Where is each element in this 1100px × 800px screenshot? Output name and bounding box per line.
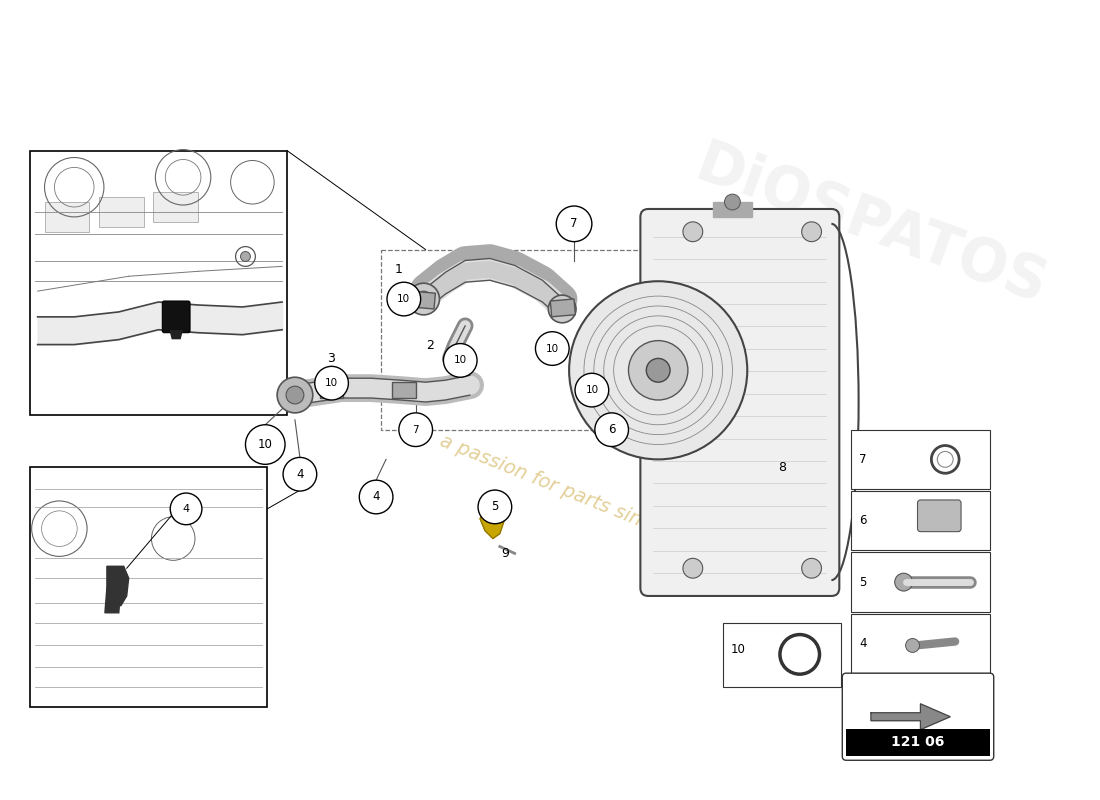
- Text: a passion for parts since 1985: a passion for parts since 1985: [437, 431, 717, 559]
- Polygon shape: [153, 192, 198, 222]
- Polygon shape: [107, 566, 129, 606]
- Circle shape: [894, 574, 913, 591]
- Circle shape: [595, 413, 628, 446]
- Text: 2: 2: [427, 339, 434, 352]
- Polygon shape: [871, 704, 950, 730]
- FancyBboxPatch shape: [163, 301, 190, 333]
- Circle shape: [408, 283, 440, 315]
- Text: 10: 10: [453, 355, 466, 366]
- Text: 7: 7: [570, 218, 578, 230]
- Polygon shape: [480, 504, 505, 538]
- Bar: [320, 382, 343, 398]
- Circle shape: [416, 291, 431, 307]
- Bar: [851, 553, 990, 612]
- Circle shape: [170, 493, 202, 525]
- Circle shape: [575, 374, 608, 407]
- Circle shape: [536, 332, 569, 366]
- Circle shape: [443, 343, 477, 378]
- Bar: [410, 291, 436, 309]
- Text: 5: 5: [859, 576, 867, 589]
- Text: 7: 7: [412, 425, 419, 434]
- Polygon shape: [170, 330, 183, 338]
- Bar: [851, 614, 990, 673]
- Circle shape: [802, 558, 822, 578]
- Bar: [30, 150, 287, 415]
- Text: 4: 4: [373, 490, 380, 503]
- Circle shape: [360, 480, 393, 514]
- Polygon shape: [99, 197, 143, 226]
- Text: 4: 4: [183, 504, 189, 514]
- Circle shape: [387, 282, 420, 316]
- Circle shape: [569, 282, 747, 459]
- Bar: [851, 430, 990, 489]
- Polygon shape: [44, 202, 89, 232]
- Circle shape: [245, 425, 285, 464]
- Circle shape: [780, 634, 820, 674]
- Bar: [846, 677, 990, 756]
- Text: 10: 10: [324, 378, 338, 388]
- Circle shape: [548, 295, 576, 322]
- Circle shape: [905, 638, 920, 652]
- Text: 5: 5: [492, 500, 498, 514]
- Circle shape: [683, 222, 703, 242]
- FancyBboxPatch shape: [640, 209, 839, 596]
- Circle shape: [241, 251, 251, 262]
- Circle shape: [286, 386, 304, 404]
- Bar: [550, 299, 575, 317]
- Circle shape: [683, 558, 703, 578]
- Text: 1: 1: [395, 263, 403, 276]
- Text: DiOSPATOS: DiOSPATOS: [688, 136, 1055, 316]
- Text: 10: 10: [730, 643, 746, 657]
- Text: 121 06: 121 06: [891, 735, 945, 750]
- Text: 8: 8: [778, 461, 785, 474]
- Circle shape: [399, 413, 432, 446]
- Text: 10: 10: [257, 438, 273, 451]
- Bar: [851, 491, 990, 550]
- Text: 4: 4: [859, 637, 867, 650]
- Circle shape: [557, 206, 592, 242]
- Polygon shape: [104, 588, 121, 613]
- Text: 10: 10: [585, 385, 598, 395]
- Circle shape: [647, 358, 670, 382]
- Polygon shape: [713, 202, 752, 217]
- Circle shape: [725, 194, 740, 210]
- Text: 6: 6: [608, 423, 615, 436]
- Bar: [392, 382, 416, 398]
- Circle shape: [315, 366, 349, 400]
- FancyBboxPatch shape: [843, 673, 993, 760]
- Text: 10: 10: [546, 343, 559, 354]
- Circle shape: [802, 222, 822, 242]
- Bar: [381, 250, 653, 430]
- Bar: [846, 729, 990, 756]
- Bar: [30, 467, 267, 707]
- Bar: [723, 622, 842, 687]
- Text: 3: 3: [327, 352, 334, 365]
- Circle shape: [478, 490, 512, 524]
- Circle shape: [277, 378, 312, 413]
- Text: 6: 6: [859, 514, 867, 527]
- Circle shape: [283, 458, 317, 491]
- Text: 10: 10: [397, 294, 410, 304]
- Text: 7: 7: [859, 453, 867, 466]
- Text: 9: 9: [500, 547, 508, 560]
- Circle shape: [628, 341, 688, 400]
- FancyBboxPatch shape: [917, 500, 961, 532]
- Text: 4: 4: [296, 468, 304, 481]
